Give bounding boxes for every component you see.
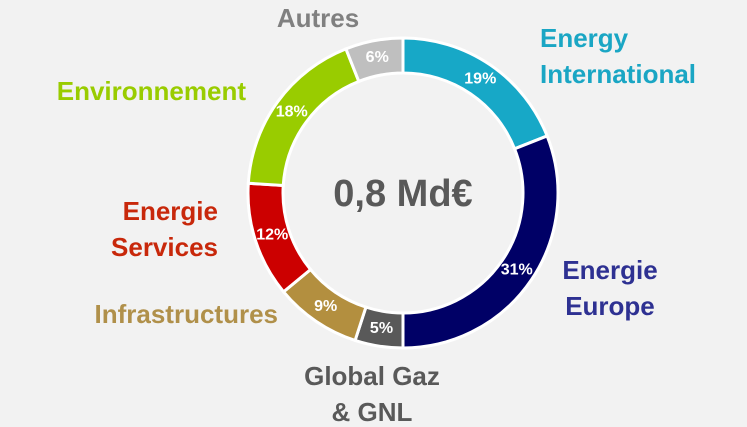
- category-label: Energy International: [540, 23, 696, 89]
- value-label: 12%: [256, 227, 288, 244]
- category-label: Energie Services: [111, 196, 218, 262]
- category-label: Energie Europe: [562, 255, 657, 321]
- value-label: 6%: [366, 49, 389, 66]
- center-label: 0,8 Md€: [333, 173, 472, 215]
- donut-slice: [401, 133, 560, 350]
- value-label: 9%: [314, 298, 337, 315]
- value-label: 31%: [501, 262, 533, 279]
- category-label: Global Gaz & GNL: [304, 361, 440, 427]
- value-label: 19%: [464, 70, 496, 87]
- category-label: Autres: [277, 3, 359, 33]
- value-label: 18%: [276, 103, 308, 120]
- category-label: Environnement: [57, 76, 247, 106]
- category-label: Infrastructures: [95, 299, 279, 329]
- donut-slice: [343, 36, 405, 84]
- donut-slice: [401, 36, 550, 151]
- value-label: 5%: [370, 320, 393, 337]
